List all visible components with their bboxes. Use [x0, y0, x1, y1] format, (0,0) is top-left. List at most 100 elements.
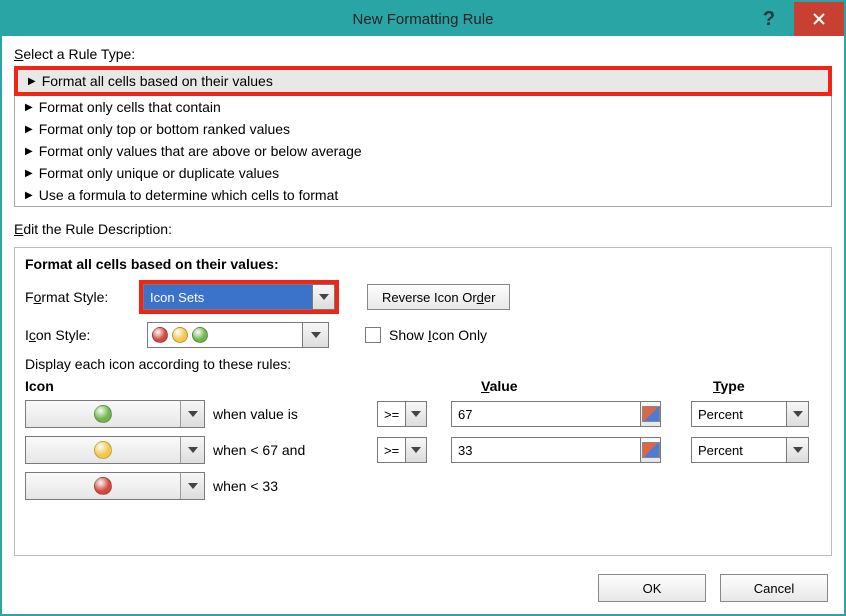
rule-type-item[interactable]: ▶ Format only values that are above or be… — [15, 140, 831, 162]
type-value: Percent — [692, 443, 786, 458]
type-combo[interactable]: Percent — [691, 401, 809, 427]
column-headers: Icon Value Type — [25, 378, 821, 394]
operator-dropdown-button[interactable] — [405, 402, 426, 426]
chevron-down-icon — [793, 411, 803, 417]
icon-picker[interactable] — [25, 472, 205, 500]
dialog-window: New Formatting Rule ? Select a Rule Type… — [0, 0, 846, 616]
ok-button[interactable]: OK — [598, 574, 706, 602]
chevron-down-icon — [411, 447, 421, 453]
range-picker-button[interactable] — [640, 401, 661, 427]
cancel-button[interactable]: Cancel — [720, 574, 828, 602]
value-box — [451, 401, 661, 427]
operator-value: >= — [378, 407, 405, 422]
operator-value: >= — [378, 443, 405, 458]
close-button[interactable] — [794, 2, 844, 36]
when-text: when < 33 — [213, 478, 369, 494]
chevron-down-icon — [319, 294, 329, 300]
rule-type-text: Format only unique or duplicate values — [39, 165, 279, 181]
circle-icon — [172, 327, 188, 343]
icon-picker-dropdown-button[interactable] — [180, 473, 204, 499]
rule-type-highlight: ▶ Format all cells based on their values — [14, 66, 832, 96]
rule-type-text: Use a formula to determine which cells t… — [39, 187, 339, 203]
operator-combo[interactable]: >= — [377, 437, 427, 463]
chevron-down-icon — [311, 332, 321, 338]
col-value-header: Value — [481, 378, 705, 394]
format-style-row: Format Style: Icon Sets Reverse Icon Ord… — [25, 280, 821, 314]
help-button[interactable]: ? — [744, 2, 794, 36]
type-combo[interactable]: Percent — [691, 437, 809, 463]
rule-type-item[interactable]: ▶ Format only unique or duplicate values — [15, 162, 831, 184]
icon-picker-dropdown-button[interactable] — [180, 437, 204, 463]
col-icon-header: Icon — [25, 378, 221, 394]
rule-type-item[interactable]: ▶ Format only top or bottom ranked values — [15, 118, 831, 140]
chevron-down-icon — [411, 411, 421, 417]
circle-icon — [192, 327, 208, 343]
rule-type-text: Format all cells based on their values — [42, 73, 273, 89]
select-rule-type-label: Select a Rule Type: — [14, 46, 832, 62]
format-style-combo[interactable]: Icon Sets — [143, 284, 335, 310]
titlebar-controls: ? — [744, 2, 844, 36]
value-input[interactable] — [451, 437, 640, 463]
icon-rule-row: when < 33 — [25, 472, 821, 500]
range-picker-icon — [642, 442, 660, 458]
format-style-highlight: Icon Sets — [139, 280, 339, 314]
chevron-down-icon — [188, 483, 198, 489]
description-box: Format all cells based on their values: … — [14, 247, 832, 556]
icon-style-combo[interactable] — [147, 322, 329, 348]
operator-combo[interactable]: >= — [377, 401, 427, 427]
icon-rules-container: when value is>=Percentwhen < 67 and>=Per… — [25, 400, 821, 500]
when-text: when < 67 and — [213, 442, 369, 458]
circle-icon — [152, 327, 168, 343]
arrow-icon: ▶ — [25, 124, 33, 135]
rule-type-text: Format only values that are above or bel… — [39, 143, 362, 159]
rule-type-list[interactable]: ▶Format all cells based on their values▶… — [14, 66, 832, 207]
description-heading: Format all cells based on their values: — [25, 256, 821, 272]
icon-rule-row: when < 67 and >= Percent — [25, 436, 821, 464]
icon-picker[interactable] — [25, 436, 205, 464]
window-title: New Formatting Rule — [353, 11, 494, 28]
type-dropdown-button[interactable] — [786, 438, 808, 462]
dialog-body: Select a Rule Type: ▶ Format all cells ba… — [2, 36, 844, 564]
icon-style-row: Icon Style: Show Icon Only — [25, 322, 821, 348]
arrow-icon: ▶ — [25, 190, 33, 201]
chevron-down-icon — [793, 447, 803, 453]
rule-type-item[interactable]: ▶ Format all cells based on their values — [18, 70, 828, 92]
icon-picker[interactable] — [25, 400, 205, 428]
type-value: Percent — [692, 407, 786, 422]
close-icon — [812, 12, 826, 26]
edit-description-label: Edit the Rule Description: — [14, 221, 832, 237]
chevron-down-icon — [188, 447, 198, 453]
range-picker-button[interactable] — [640, 437, 661, 463]
icon-style-dropdown-button[interactable] — [302, 323, 328, 347]
titlebar: New Formatting Rule ? — [2, 2, 844, 36]
arrow-icon: ▶ — [25, 168, 33, 179]
show-icon-only-checkbox[interactable] — [365, 327, 381, 343]
format-style-value: Icon Sets — [144, 285, 312, 309]
col-type-header: Type — [713, 378, 821, 394]
rule-type-item[interactable]: ▶Format only cells that contain — [15, 96, 831, 118]
range-picker-icon — [642, 406, 660, 422]
show-icon-only-label: Show Icon Only — [389, 327, 487, 343]
display-rules-label: Display each icon according to these rul… — [25, 356, 821, 372]
circle-icon — [94, 405, 112, 423]
reverse-icon-order-button[interactable]: Reverse Icon Order — [367, 284, 510, 310]
circle-icon — [94, 441, 112, 459]
chevron-down-icon — [188, 411, 198, 417]
arrow-icon: ▶ — [28, 76, 36, 87]
icon-style-preview — [148, 327, 208, 343]
icon-style-label: Icon Style: — [25, 327, 131, 343]
icon-picker-dropdown-button[interactable] — [180, 401, 204, 427]
value-box — [451, 437, 661, 463]
value-input[interactable] — [451, 401, 640, 427]
dialog-footer: OK Cancel — [2, 564, 844, 614]
icon-rule-row: when value is>=Percent — [25, 400, 821, 428]
format-style-dropdown-button[interactable] — [312, 285, 334, 309]
rule-type-text: Format only cells that contain — [39, 99, 221, 115]
format-style-label: Format Style: — [25, 289, 131, 305]
rule-type-item[interactable]: ▶ Use a formula to determine which cells … — [15, 184, 831, 206]
rule-type-text: Format only top or bottom ranked values — [39, 121, 290, 137]
type-dropdown-button[interactable] — [786, 402, 808, 426]
circle-icon — [94, 477, 112, 495]
operator-dropdown-button[interactable] — [405, 438, 426, 462]
arrow-icon: ▶ — [25, 146, 33, 157]
